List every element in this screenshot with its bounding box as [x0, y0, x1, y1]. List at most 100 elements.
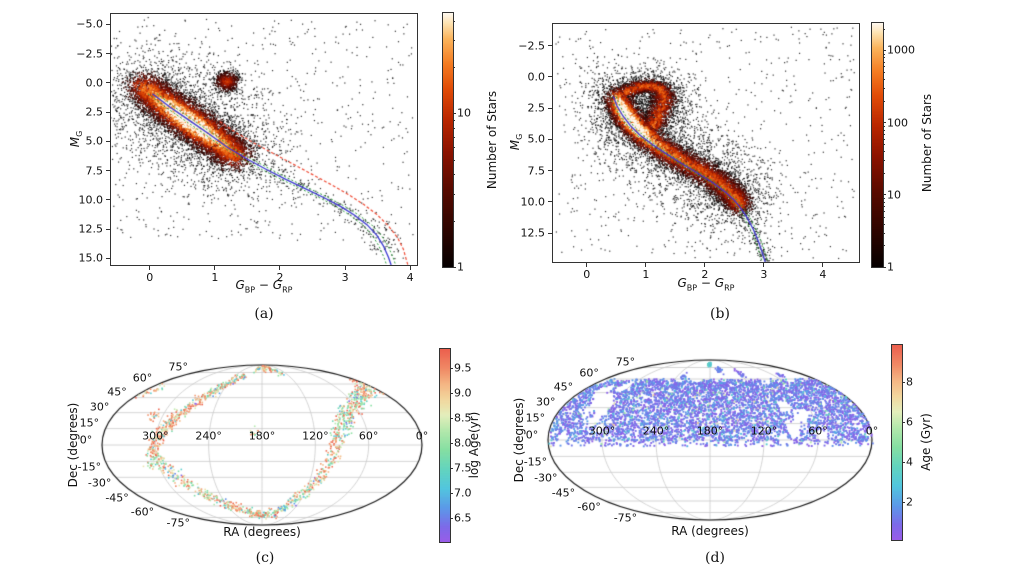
- cmd-b-density-canvas: [553, 24, 859, 262]
- y-axis-label-c: Dec (degrees): [66, 402, 80, 488]
- cbar-minor-tick-b: [883, 205, 885, 207]
- colorbar-c-canvas: [440, 349, 450, 542]
- cbar-minor-tick-b: [883, 138, 885, 140]
- y-tick-label-a: −5.0: [76, 17, 103, 31]
- cbar-tick-label-c: 8.5: [454, 411, 472, 425]
- dec-tick-label-c: -60°: [130, 505, 155, 519]
- x-axis-label-b: GBP − GRP: [677, 276, 734, 292]
- cbar-tick-label-a: 1: [457, 260, 464, 274]
- x-tick-label-a: 2: [276, 271, 284, 284]
- x-tick-b: [586, 263, 588, 267]
- dec-tick-label-c: -75°: [166, 516, 191, 530]
- cbar-tick-label-a: 10: [457, 106, 471, 120]
- dec-tick-label-c: 0°: [79, 433, 93, 447]
- cbar-tick-label-b: 1000: [887, 43, 915, 57]
- y-tick-b: [548, 45, 552, 46]
- caption-c: (c): [255, 550, 275, 566]
- y-axis-label-b: MG: [508, 134, 524, 151]
- y-tick-a: [106, 199, 110, 201]
- cbar-tick-b: [883, 194, 886, 196]
- dec-tick-label-c: -30°: [87, 476, 112, 490]
- dec-tick-label-c: 30°: [89, 400, 110, 414]
- cbar-tick-label-c: 6.5: [454, 511, 472, 525]
- ylabel-b-base: M: [507, 139, 522, 151]
- cbar-minor-tick-b: [883, 210, 885, 212]
- dec-tick-label-c: 60°: [132, 371, 153, 385]
- cbar-minor-tick-a: [453, 120, 455, 122]
- ra-tick-label-c: 60°: [358, 429, 379, 443]
- cbar-tick-label-b: 100: [887, 116, 908, 130]
- x-axis-label-d: RA (degrees): [671, 524, 749, 538]
- cbar-minor-tick-b: [883, 133, 885, 135]
- cbar-tick-c: [450, 367, 453, 369]
- x-tick-a: [409, 266, 411, 270]
- y-tick-a: [106, 23, 110, 25]
- x-tick-label-b: 4: [819, 268, 827, 281]
- colorbar-d-label: Age (Gyr): [919, 413, 933, 471]
- cbar-minor-tick-a: [453, 220, 455, 222]
- cbar-tick-label-c: 9.0: [454, 386, 472, 400]
- dec-tick-label-c: 75°: [168, 360, 189, 373]
- cbar-tick-c: [450, 417, 453, 419]
- x-tick-label-a: 3: [341, 271, 349, 284]
- cbar-tick-label-d: 4: [906, 455, 913, 469]
- cbar-tick-label-c: 7.0: [454, 486, 472, 500]
- dec-tick-label-d: 45°: [553, 380, 574, 394]
- y-tick-label-b: 12.5: [520, 226, 546, 240]
- y-tick-b: [548, 170, 552, 171]
- x-tick-b: [645, 263, 647, 267]
- cbar-tick-c: [450, 517, 453, 519]
- ylabel-a-sub: G: [75, 130, 85, 137]
- cbar-tick-label-c: 8.0: [454, 436, 472, 450]
- y-tick-label-a: −2.5: [76, 47, 103, 60]
- y-tick-label-b: 5.0: [527, 132, 546, 146]
- xlabel-a-s2: RP: [282, 285, 293, 295]
- y-tick-label-a: 2.5: [85, 105, 104, 119]
- ra-tick-label-c: 0°: [415, 429, 429, 443]
- y-tick-b: [548, 138, 552, 140]
- x-tick-label-b: 1: [642, 268, 650, 281]
- cbar-tick-a: [453, 266, 456, 268]
- xlabel-a-op: −: [255, 278, 273, 292]
- dec-tick-label-d: 60°: [579, 366, 599, 380]
- cbar-minor-tick-b: [883, 198, 885, 200]
- y-tick-a: [106, 170, 110, 172]
- cbar-tick-d: [902, 381, 905, 383]
- ra-tick-label-c: 300°: [142, 429, 169, 443]
- cbar-minor-tick-a: [453, 20, 455, 22]
- x-axis-label-a: GBP − GRP: [235, 278, 292, 294]
- x-tick-b: [822, 263, 824, 267]
- cbar-minor-tick-b: [883, 144, 885, 146]
- y-tick-label-a: 12.5: [78, 222, 104, 236]
- cbar-minor-tick-a: [453, 137, 455, 139]
- cbar-tick-b: [883, 49, 886, 51]
- y-tick-label-a: 10.0: [78, 193, 104, 207]
- y-tick-label-b: 2.5: [527, 101, 546, 115]
- dec-tick-label-d: -15°: [523, 455, 548, 469]
- y-tick-a: [106, 82, 110, 84]
- y-tick-label-a: 15.0: [78, 251, 104, 265]
- cbar-minor-tick-b: [883, 61, 885, 63]
- y-axis-label-a: MG: [68, 131, 84, 148]
- ra-tick-label-d: 300°: [588, 424, 616, 438]
- cbar-tick-label-b: 1: [887, 260, 894, 274]
- ra-tick-label-d: 60°: [808, 424, 828, 438]
- cbar-tick-c: [450, 442, 453, 444]
- y-tick-b: [548, 201, 552, 203]
- x-tick-label-b: 2: [701, 268, 709, 281]
- x-axis-label-c: RA (degrees): [223, 525, 301, 539]
- cbar-tick-c: [450, 392, 453, 394]
- ra-tick-label-c: 180°: [248, 429, 276, 443]
- cbar-minor-tick-b: [883, 72, 885, 74]
- cbar-minor-tick-a: [453, 67, 455, 69]
- cbar-minor-tick-b: [883, 57, 885, 59]
- cmd-a-density-canvas: [111, 14, 417, 265]
- dec-tick-label-c: 15°: [79, 416, 100, 430]
- colorbar-a-label: Number of Stars: [485, 90, 499, 190]
- dec-tick-label-d: 0°: [525, 428, 539, 442]
- dec-tick-label-d: -75°: [613, 511, 638, 525]
- cbar-minor-tick-a: [453, 159, 455, 161]
- y-tick-label-a: 5.0: [85, 134, 104, 148]
- ra-tick-label-d: 180°: [696, 424, 724, 438]
- cbar-tick-label-d: 8: [906, 375, 913, 389]
